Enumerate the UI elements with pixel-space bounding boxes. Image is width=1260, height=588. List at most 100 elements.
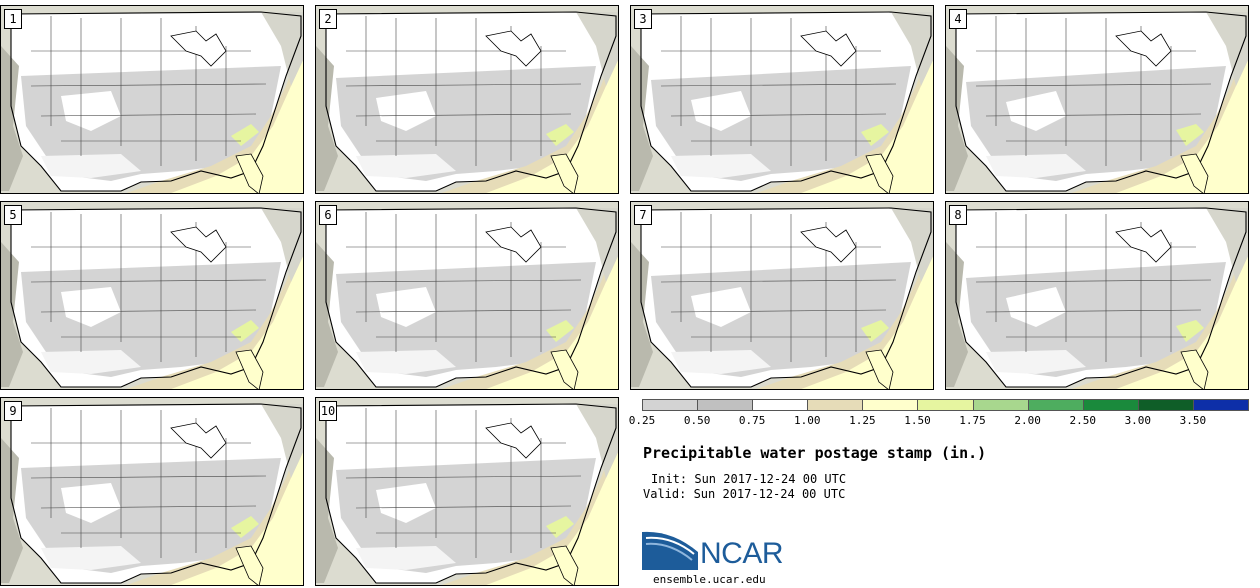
colorbar-tick-label: 1.25 <box>849 414 876 427</box>
pw-patch-low-south <box>41 546 141 570</box>
state-border <box>345 83 582 87</box>
colorbar-labels: 0.25 0.50 0.75 1.00 1.25 1.50 1.75 2.00 2.50 3.00… <box>628 414 1260 430</box>
stamp-panel-5[interactable]: 5 <box>0 201 304 390</box>
pw-contour-1-50 <box>231 516 259 538</box>
great-lakes <box>170 30 227 67</box>
pacific-band <box>1 438 23 583</box>
panel-number: 7 <box>634 205 652 225</box>
site-link[interactable]: ensemble.ucar.edu <box>653 573 766 586</box>
panel-number: 8 <box>949 205 967 225</box>
pacific-band <box>316 46 338 191</box>
great-lakes <box>485 30 542 67</box>
state-border <box>40 113 257 117</box>
pw-contour-1-50 <box>546 516 574 538</box>
atlantic-band <box>1206 12 1248 86</box>
precip-map <box>1 398 303 585</box>
florida <box>235 153 264 193</box>
pw-patch-low <box>1006 91 1066 131</box>
colorbar-swatch <box>917 399 974 411</box>
pw-contour-1-50 <box>231 124 259 146</box>
stamp-panel-8[interactable]: 8 <box>945 201 1249 390</box>
state-border <box>355 309 572 313</box>
pw-contour-1-50 <box>1176 320 1204 342</box>
stamp-panel-3[interactable]: 3 <box>630 5 934 194</box>
pw-patch-low <box>61 483 121 523</box>
pw-contour-1-50 <box>861 124 889 146</box>
great-lakes <box>1115 226 1172 263</box>
florida <box>550 545 579 585</box>
colorbar-tick-label: 0.75 <box>738 414 766 427</box>
stamp-panel-2[interactable]: 2 <box>315 5 619 194</box>
pw-contour-1-25 <box>801 60 933 193</box>
atlantic-band <box>891 12 933 86</box>
stamp-panel-4[interactable]: 4 <box>945 5 1249 194</box>
pw-patch-low-south <box>356 350 456 374</box>
stamp-panel-1[interactable]: 1 <box>0 5 304 194</box>
logo-text: NCAR <box>700 537 784 570</box>
state-border <box>670 113 887 117</box>
state-border <box>985 113 1202 117</box>
pacific-band <box>1 242 23 387</box>
coastline <box>640 207 932 388</box>
state-border <box>345 475 582 479</box>
pw-contour-0-75 <box>651 66 911 181</box>
state-border <box>975 83 1212 87</box>
colorbar-tick-label: 3.00 <box>1124 414 1152 427</box>
pacific-band <box>1 46 23 191</box>
atlantic-band <box>576 404 618 478</box>
stamp-panel-6[interactable]: 6 <box>315 201 619 390</box>
colorbar-tick-label: 2.00 <box>1014 414 1041 427</box>
stamp-panel-10[interactable]: 10 <box>315 397 619 586</box>
atlantic-band <box>261 404 303 478</box>
atlantic-band <box>261 12 303 86</box>
state-border <box>660 83 897 87</box>
atlantic-band <box>891 208 933 282</box>
panel-number: 1 <box>4 9 22 29</box>
florida <box>865 349 894 389</box>
pacific-band <box>946 242 968 387</box>
colorbar-tick-label: 0.25 <box>628 414 656 427</box>
great-lakes <box>170 226 227 263</box>
pw-patch-low-south <box>41 154 141 178</box>
pw-contour-1-50 <box>546 124 574 146</box>
state-border <box>670 309 887 313</box>
state-border <box>345 279 582 283</box>
state-border <box>985 309 1202 313</box>
pw-contour-1-50 <box>231 320 259 342</box>
great-lakes <box>485 422 542 459</box>
pw-contour-1-50 <box>1176 124 1204 146</box>
coastline <box>10 207 302 388</box>
atlantic-band <box>261 208 303 282</box>
great-lakes <box>170 422 227 459</box>
florida <box>550 153 579 193</box>
pw-patch-low-south <box>356 546 456 570</box>
coastline <box>10 11 302 192</box>
pw-patch-low <box>691 91 751 131</box>
colorbar-swatch <box>642 399 699 411</box>
florida <box>1180 349 1209 389</box>
colorbar-tick-label: 1.75 <box>959 414 986 427</box>
stamp-panel-9[interactable]: 9 <box>0 397 304 586</box>
plot-title: Precipitable water postage stamp (in.) <box>643 444 987 462</box>
pw-contour-1-25 <box>171 452 303 585</box>
precip-map <box>316 398 618 585</box>
colorbar-tick-label: 3.50 <box>1179 414 1207 427</box>
stamp-panel-7[interactable]: 7 <box>630 201 934 390</box>
atlantic-band <box>1206 208 1248 282</box>
state-border <box>660 279 897 283</box>
great-lakes <box>1115 30 1172 67</box>
panel-number: 2 <box>319 9 337 29</box>
florida <box>865 153 894 193</box>
pacific-band <box>631 242 653 387</box>
pw-patch-low-south <box>671 154 771 178</box>
precip-map <box>631 202 933 389</box>
florida <box>1180 153 1209 193</box>
panel-number: 5 <box>4 205 22 225</box>
state-border <box>355 113 572 117</box>
pw-patch-low <box>376 483 436 523</box>
state-border <box>355 505 572 509</box>
pw-patch-low <box>61 287 121 327</box>
pacific-band <box>316 438 338 583</box>
panel-number: 4 <box>949 9 967 29</box>
colorbar-swatch <box>752 399 809 411</box>
